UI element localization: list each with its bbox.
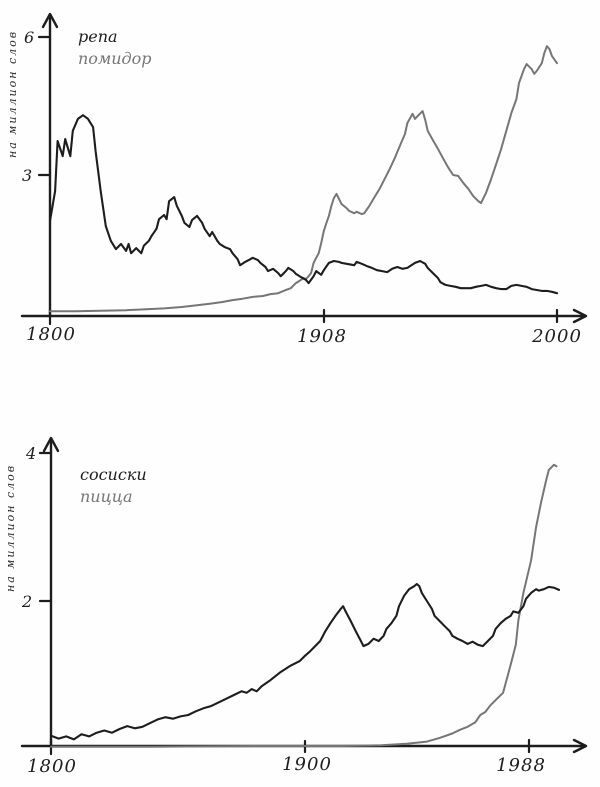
- legend-item-pomidor: помидор: [78, 49, 152, 68]
- legend-item-pizza: пицца: [80, 487, 133, 506]
- legend-item-repa: репа: [78, 27, 118, 46]
- bottom-y-axis-arrow-icon: [42, 436, 60, 453]
- top-legend: репа помидор: [78, 26, 152, 70]
- top-ytick-label-6: 6: [24, 28, 35, 47]
- bottom-xtick-label-1900: 1900: [282, 754, 332, 775]
- top-y-axis-arrow-icon: [41, 12, 59, 29]
- top-xtick-label-1800: 1800: [26, 324, 76, 345]
- bottom-xtick-label-1988: 1988: [496, 755, 546, 776]
- bottom-chart: [20, 436, 588, 756]
- top-xtick-label-1908: 1908: [297, 326, 347, 347]
- bottom-xtick-label-1800: 1800: [27, 756, 77, 777]
- bottom-ytick-label-4: 4: [26, 444, 37, 463]
- bottom-ytick-label-2: 2: [22, 592, 33, 611]
- line-sosiski: [49, 582, 561, 741]
- bottom-x-axis-arrow-icon: [572, 738, 588, 754]
- top-x-axis-arrow-icon: [572, 308, 588, 324]
- bottom-legend: сосиски пицца: [80, 464, 147, 508]
- top-y-axis-label: на миллион слов: [6, 29, 19, 158]
- top-xtick-label-2000: 2000: [532, 326, 582, 347]
- line-repa: [48, 114, 559, 295]
- legend-item-sosiski: сосиски: [80, 465, 147, 484]
- top-ytick-label-3: 3: [22, 166, 33, 185]
- line-pomidor: [49, 45, 558, 313]
- bottom-y-axis-label: на миллион слов: [4, 463, 17, 592]
- line-pizza: [50, 463, 558, 748]
- top-chart: [20, 12, 588, 326]
